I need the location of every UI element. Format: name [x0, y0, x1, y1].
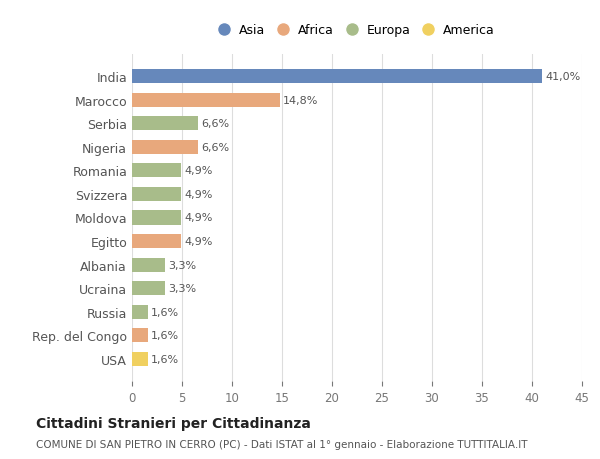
Bar: [132, 258, 165, 272]
Text: 4,9%: 4,9%: [184, 190, 212, 200]
Text: 1,6%: 1,6%: [151, 354, 179, 364]
Text: Cittadini Stranieri per Cittadinanza: Cittadini Stranieri per Cittadinanza: [36, 416, 311, 430]
Text: 4,9%: 4,9%: [184, 236, 212, 246]
Bar: [132, 140, 198, 155]
Bar: [132, 305, 148, 319]
Legend: Asia, Africa, Europa, America: Asia, Africa, Europa, America: [214, 19, 500, 42]
Bar: [132, 329, 148, 343]
Bar: [132, 187, 181, 202]
Text: 6,6%: 6,6%: [201, 119, 229, 129]
Text: 41,0%: 41,0%: [545, 72, 580, 82]
Text: 6,6%: 6,6%: [201, 142, 229, 152]
Bar: [132, 70, 542, 84]
Text: 4,9%: 4,9%: [184, 166, 212, 176]
Text: 3,3%: 3,3%: [168, 260, 196, 270]
Text: COMUNE DI SAN PIETRO IN CERRO (PC) - Dati ISTAT al 1° gennaio - Elaborazione TUT: COMUNE DI SAN PIETRO IN CERRO (PC) - Dat…: [36, 440, 527, 449]
Text: 3,3%: 3,3%: [168, 284, 196, 294]
Bar: [132, 93, 280, 107]
Bar: [132, 164, 181, 178]
Bar: [132, 117, 198, 131]
Text: 1,6%: 1,6%: [151, 307, 179, 317]
Bar: [132, 352, 148, 366]
Bar: [132, 281, 165, 296]
Text: 1,6%: 1,6%: [151, 330, 179, 341]
Bar: [132, 235, 181, 249]
Bar: [132, 211, 181, 225]
Text: 4,9%: 4,9%: [184, 213, 212, 223]
Text: 14,8%: 14,8%: [283, 95, 319, 106]
